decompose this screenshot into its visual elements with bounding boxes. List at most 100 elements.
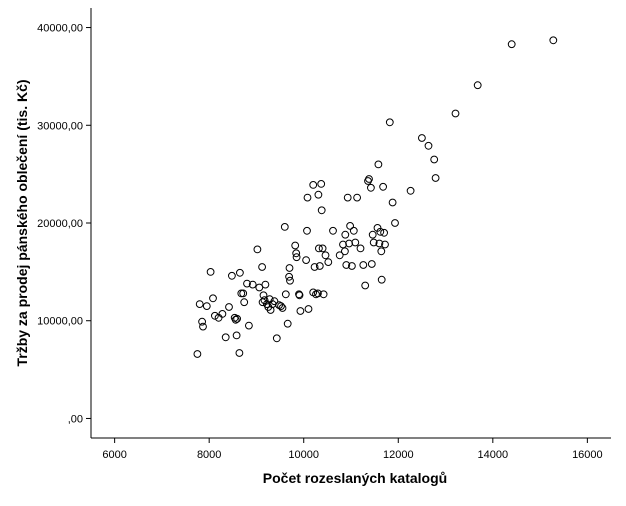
data-point xyxy=(361,281,370,290)
data-point xyxy=(259,291,268,300)
data-point xyxy=(248,280,257,289)
data-point xyxy=(280,223,289,231)
data-point xyxy=(369,238,378,247)
data-point xyxy=(373,224,382,232)
data-point xyxy=(359,261,368,269)
x-tick-label: 6000 xyxy=(102,449,126,461)
data-point xyxy=(283,319,292,328)
x-tick-label: 8000 xyxy=(197,449,221,461)
data-point xyxy=(321,251,330,260)
data-point xyxy=(318,244,327,253)
data-point xyxy=(379,182,388,191)
data-point xyxy=(303,193,312,202)
data-point xyxy=(365,175,373,183)
data-point xyxy=(430,155,439,164)
data-point xyxy=(343,193,352,202)
data-point xyxy=(310,263,319,271)
data-point xyxy=(278,304,287,312)
data-point xyxy=(368,230,377,239)
x-tick-label: 12000 xyxy=(383,449,414,461)
data-point xyxy=(206,268,215,276)
data-point xyxy=(317,206,326,215)
data-point xyxy=(258,263,267,271)
data-point xyxy=(199,322,207,331)
x-tick-label: 14000 xyxy=(478,449,509,461)
data-point xyxy=(202,302,211,311)
axes: 6000 8000 10000 12000 14000 16000 ,00 10000,00 2… xyxy=(37,8,611,461)
data-point xyxy=(228,271,236,280)
data-point xyxy=(221,333,230,342)
data-point xyxy=(377,275,386,284)
data-point xyxy=(270,297,279,306)
data-point xyxy=(314,289,322,298)
data-point xyxy=(348,262,356,270)
data-point xyxy=(374,160,383,169)
data-points xyxy=(193,36,558,358)
data-point xyxy=(211,311,219,320)
data-point xyxy=(341,230,350,239)
data-point xyxy=(388,198,397,207)
data-point xyxy=(296,307,305,315)
x-tick-label: 10000 xyxy=(288,449,319,461)
data-point xyxy=(309,181,318,189)
data-point xyxy=(391,219,399,227)
data-point xyxy=(261,280,270,289)
y-axis-title: Tržby za prodej pánského oblečení (tis. … xyxy=(14,79,30,366)
data-point xyxy=(303,226,311,235)
data-point xyxy=(375,239,384,248)
data-point xyxy=(342,261,351,269)
data-point xyxy=(377,247,386,256)
data-point xyxy=(424,141,433,150)
data-point xyxy=(255,283,264,292)
data-point xyxy=(281,290,290,299)
data-point xyxy=(324,258,333,267)
data-point xyxy=(285,272,294,281)
data-point xyxy=(315,262,324,270)
data-point xyxy=(315,244,323,253)
data-point xyxy=(385,118,394,127)
data-point xyxy=(353,193,362,202)
data-point xyxy=(209,294,217,303)
data-point xyxy=(233,314,242,323)
data-point xyxy=(277,302,285,311)
data-point xyxy=(304,305,313,313)
y-tick-label: 10000,00 xyxy=(37,316,83,328)
data-point xyxy=(193,350,202,358)
data-point xyxy=(367,183,375,192)
data-point xyxy=(380,228,389,237)
data-point xyxy=(418,134,426,142)
data-point xyxy=(291,241,300,250)
data-point xyxy=(236,268,244,277)
data-point xyxy=(351,238,360,247)
data-point xyxy=(218,310,227,318)
data-point xyxy=(260,296,269,305)
data-point xyxy=(314,190,323,199)
data-point xyxy=(253,245,262,254)
y-tick-label: ,00 xyxy=(68,413,83,425)
x-axis-title: Počet rozeslaných katalogů xyxy=(263,470,447,486)
data-point xyxy=(240,298,249,307)
data-point xyxy=(195,300,204,309)
data-point xyxy=(292,253,301,262)
data-point xyxy=(349,226,358,235)
data-point xyxy=(292,249,301,258)
data-point xyxy=(239,289,248,298)
data-point xyxy=(356,244,365,253)
data-point xyxy=(232,331,241,340)
data-point xyxy=(295,291,304,300)
data-point xyxy=(317,180,326,188)
data-point xyxy=(341,247,349,256)
data-point xyxy=(381,240,389,249)
data-point xyxy=(473,81,482,90)
data-point xyxy=(243,279,251,288)
y-tick-label: 30000,00 xyxy=(37,120,83,132)
data-point xyxy=(319,290,328,299)
data-point xyxy=(245,321,253,330)
data-point xyxy=(431,174,440,182)
data-point xyxy=(367,260,376,268)
data-point xyxy=(329,226,337,235)
data-point xyxy=(235,349,244,357)
data-point xyxy=(376,227,385,236)
